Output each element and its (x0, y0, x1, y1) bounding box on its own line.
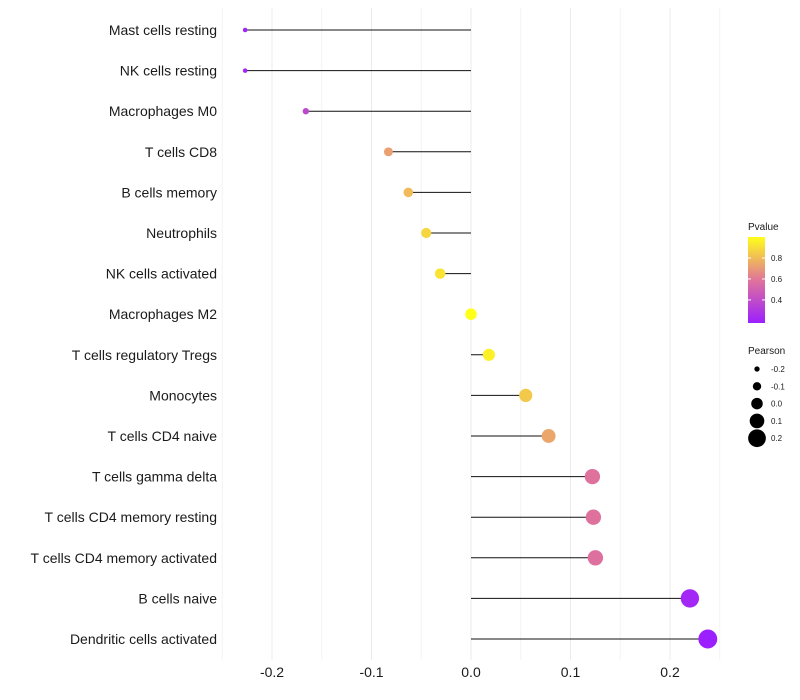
pearson-legend-label: 0.2 (771, 434, 783, 443)
category-label: T cells CD4 naive (108, 428, 218, 444)
lollipop-point (519, 388, 533, 403)
pearson-legend-label: 0.0 (771, 400, 783, 409)
category-label: B cells naive (138, 590, 217, 606)
category-label: T cells CD4 memory activated (31, 550, 217, 566)
pvalue-legend-label: 0.8 (771, 254, 783, 263)
points (242, 27, 718, 649)
category-labels: Mast cells resting NK cells resting Macrop… (31, 22, 218, 647)
pvalue-legend: Pvalue 0.4 0.6 0.8 (748, 222, 783, 323)
pvalue-legend-label: 0.4 (771, 296, 783, 305)
pearson-legend-dot (754, 366, 760, 372)
lollipop-point (421, 227, 432, 239)
pearson-legend-dot (748, 429, 766, 448)
category-label: T cells CD4 memory resting (45, 509, 217, 525)
lollipop-point (541, 429, 556, 443)
lollipop-point (680, 589, 700, 608)
category-label: Monocytes (149, 387, 217, 403)
lollipop-point (383, 147, 393, 157)
category-label: Mast cells resting (109, 22, 217, 38)
category-label: T cells gamma delta (92, 469, 217, 485)
pearson-legend: Pearson -0.2 -0.1 0.0 0.1 0.2 (748, 346, 785, 448)
pearson-legend-dot (752, 382, 762, 391)
pvalue-legend-label: 0.6 (771, 275, 783, 284)
category-label: Dendritic cells activated (70, 631, 217, 647)
x-tick-label: 0.1 (561, 664, 581, 680)
x-tick-label: 0.2 (660, 664, 680, 680)
pearson-legend-label: -0.1 (771, 382, 785, 391)
lollipop-point (587, 550, 604, 566)
pvalue-colorbar (748, 237, 765, 323)
category-label: T cells regulatory Tregs (72, 347, 217, 363)
lollipop-point (302, 108, 310, 115)
lollipop-point (434, 268, 446, 279)
lollipop-point (242, 68, 248, 73)
x-tick-label: -0.1 (359, 664, 383, 680)
lollipop-point (242, 27, 248, 33)
lollipop-point (403, 187, 414, 198)
pearson-legend-dot (751, 397, 763, 410)
lollipop-point (584, 468, 601, 485)
category-label: NK cells resting (120, 63, 217, 79)
category-label: T cells CD8 (145, 144, 217, 160)
x-tick-label: -0.2 (260, 664, 284, 680)
pearson-legend-title: Pearson (748, 346, 785, 357)
category-label: B cells memory (121, 184, 217, 200)
lollipop-point (698, 629, 718, 649)
stems (245, 29, 708, 640)
pvalue-legend-title: Pvalue (748, 222, 779, 233)
pearson-legend-dot (749, 413, 765, 429)
category-label: Macrophages M2 (109, 306, 217, 322)
lollipop-point (585, 509, 602, 525)
lollipop-point (465, 308, 477, 320)
category-label: NK cells activated (106, 266, 217, 282)
category-label: Macrophages M0 (109, 103, 217, 119)
x-axis-ticks: -0.2 -0.1 0.0 0.1 0.2 (260, 664, 680, 680)
pearson-legend-label: 0.1 (771, 417, 783, 426)
category-label: Neutrophils (146, 225, 217, 241)
pearson-legend-label: -0.2 (771, 365, 785, 374)
x-tick-label: 0.0 (461, 664, 481, 680)
lollipop-point (482, 348, 495, 361)
gridlines (221, 8, 721, 660)
